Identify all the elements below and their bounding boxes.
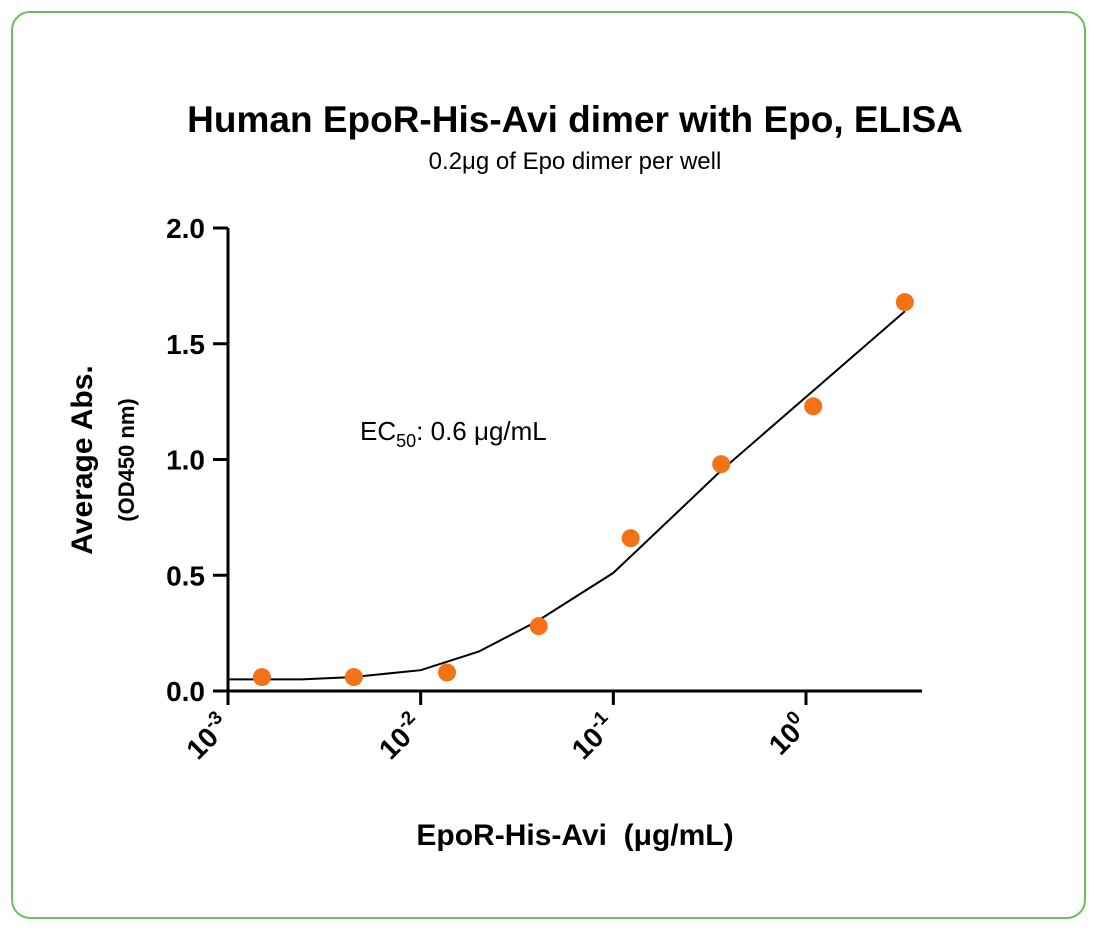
chart-title: Human EpoR-His-Avi dimer with Epo, ELISA — [187, 99, 963, 140]
chart-subtitle: 0.2μg of Epo dimer per well — [429, 148, 722, 175]
annotation-subscript: 50 — [396, 431, 416, 451]
data-point — [804, 397, 823, 416]
annotation-rest: : 0.6 μg/mL — [416, 416, 547, 446]
annotation: EC50: 0.6 μg/mL — [360, 416, 547, 451]
data-point — [529, 617, 548, 636]
y-tick-label: 0.0 — [166, 676, 205, 707]
data-point — [621, 529, 640, 548]
data-point — [344, 668, 363, 687]
y-tick-label: 1.5 — [166, 329, 205, 360]
data-point — [895, 293, 914, 312]
y-tick-label: 0.5 — [166, 560, 205, 591]
data-point — [438, 663, 457, 682]
y-tick-label: 1.0 — [166, 445, 205, 476]
y-axis-sublabel: (OD450 nm) — [114, 398, 139, 521]
annotation-text: EC — [360, 416, 396, 446]
data-point — [252, 668, 271, 687]
y-axis-label: Average Abs. — [66, 365, 99, 555]
y-tick-label: 2.0 — [166, 213, 205, 244]
x-axis-label: EpoR-His-Avi (μg/mL) — [416, 819, 733, 852]
data-point — [712, 455, 731, 474]
